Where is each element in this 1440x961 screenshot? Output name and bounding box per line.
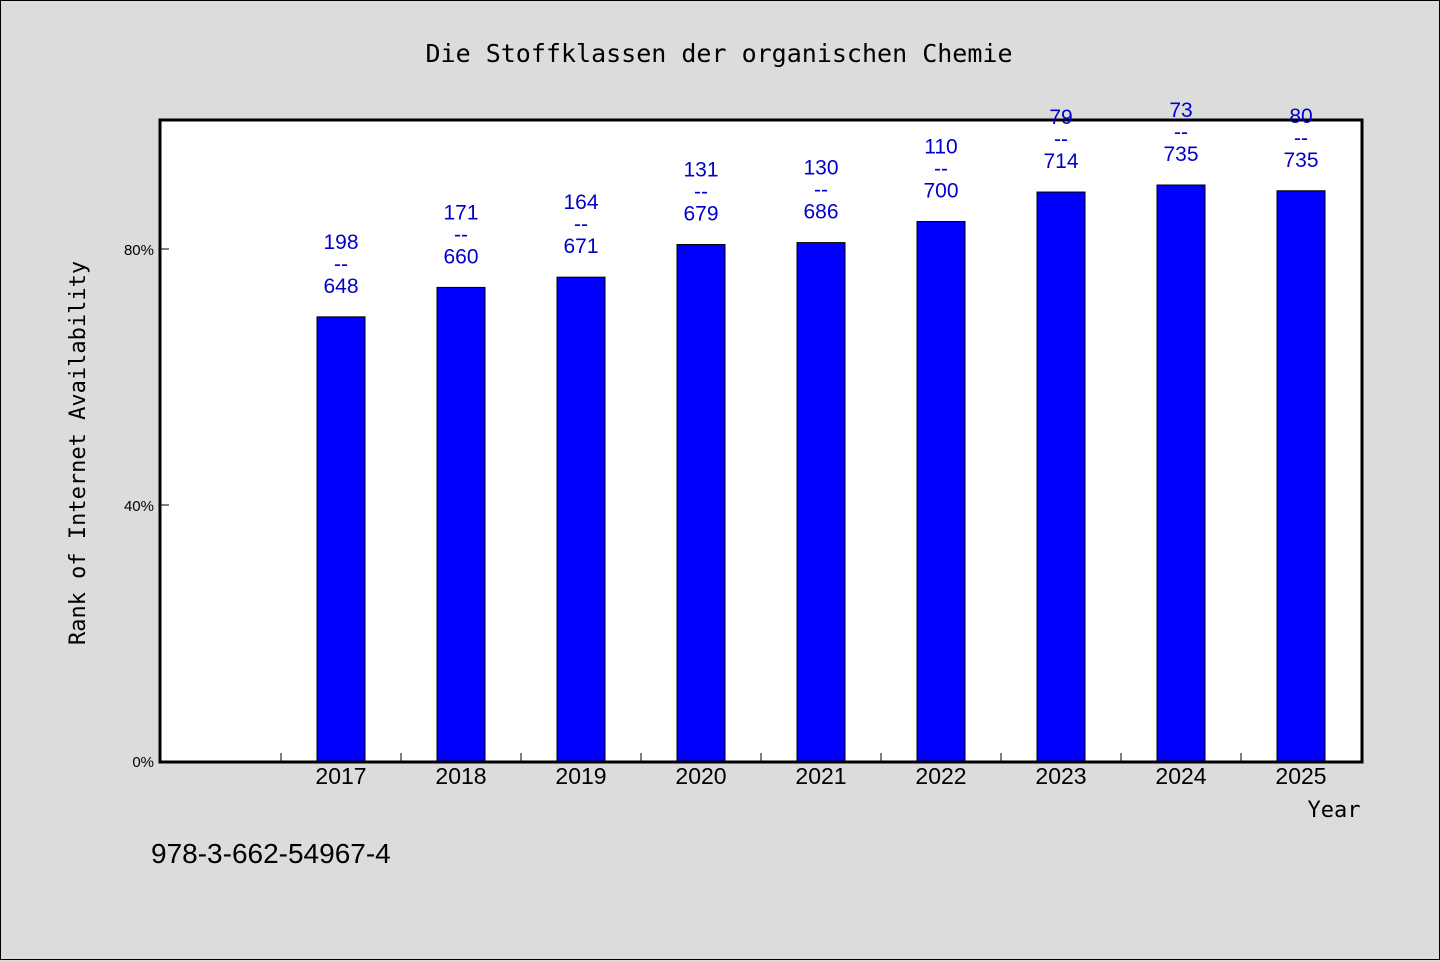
chart-title: Die Stoffklassen der organischen Chemie <box>426 39 1013 68</box>
x-axis: 2017 2018 2019 2020 2021 2022 2023 2024 2025 <box>280 753 1362 789</box>
data-labels: 198--648171--660164--671131--679130--686… <box>323 99 1318 298</box>
y-tick-label: 40% <box>124 498 154 515</box>
data-label-separator: -- <box>334 253 348 276</box>
bar <box>916 220 966 762</box>
data-label-bottom: 700 <box>923 179 958 202</box>
x-tick-label: 2023 <box>1035 763 1086 789</box>
data-label-top: 80 <box>1289 105 1312 128</box>
data-label-bottom: 648 <box>323 275 358 298</box>
data-label-separator: -- <box>934 157 948 180</box>
y-axis-label: Rank of Internet Availability <box>66 261 91 645</box>
y-tick-label: 0% <box>132 754 154 771</box>
bar <box>556 276 606 762</box>
bar <box>1156 184 1206 762</box>
x-axis-label: Year <box>1308 798 1361 823</box>
data-label-separator: -- <box>454 223 468 246</box>
data-label-top: 198 <box>323 231 358 254</box>
bar <box>676 244 726 762</box>
bar <box>1276 190 1326 762</box>
bar <box>436 286 486 762</box>
data-label-top: 73 <box>1169 99 1192 122</box>
y-axis: 0% 40% 80% <box>124 242 169 771</box>
data-label-top: 130 <box>803 157 838 180</box>
x-tick-label: 2025 <box>1275 763 1326 789</box>
data-label-bottom: 660 <box>443 245 478 268</box>
data-label-top: 110 <box>924 135 957 158</box>
data-label-separator: -- <box>1174 121 1188 144</box>
x-tick-label: 2019 <box>555 763 606 789</box>
bar <box>796 242 846 762</box>
data-label-bottom: 735 <box>1163 143 1198 166</box>
data-label-top: 171 <box>443 201 478 224</box>
bar <box>316 316 366 762</box>
isbn-text: 978-3-662-54967-4 <box>151 838 391 869</box>
data-label-separator: -- <box>1294 127 1308 150</box>
data-label-bottom: 714 <box>1043 150 1078 173</box>
x-tick-label: 2018 <box>435 763 486 789</box>
data-label-top: 164 <box>563 191 598 214</box>
data-label-top: 131 <box>683 159 718 182</box>
data-label-separator: -- <box>814 179 828 202</box>
data-label-separator: -- <box>1054 128 1068 151</box>
x-tick-label: 2017 <box>315 763 366 789</box>
x-tick-label: 2021 <box>795 763 846 789</box>
data-label-bottom: 735 <box>1283 149 1318 172</box>
x-tick-label: 2024 <box>1155 763 1206 789</box>
x-tick-label: 2022 <box>915 763 966 789</box>
data-label-bottom: 686 <box>803 201 838 224</box>
data-label-top: 79 <box>1049 106 1072 129</box>
bar <box>1036 191 1086 762</box>
bars-group <box>316 184 1326 762</box>
data-label-bottom: 671 <box>563 235 598 258</box>
x-tick-label: 2020 <box>675 763 726 789</box>
data-label-bottom: 679 <box>683 203 718 226</box>
y-tick-label: 80% <box>124 242 154 259</box>
data-label-separator: -- <box>694 181 708 204</box>
data-label-separator: -- <box>574 213 588 236</box>
